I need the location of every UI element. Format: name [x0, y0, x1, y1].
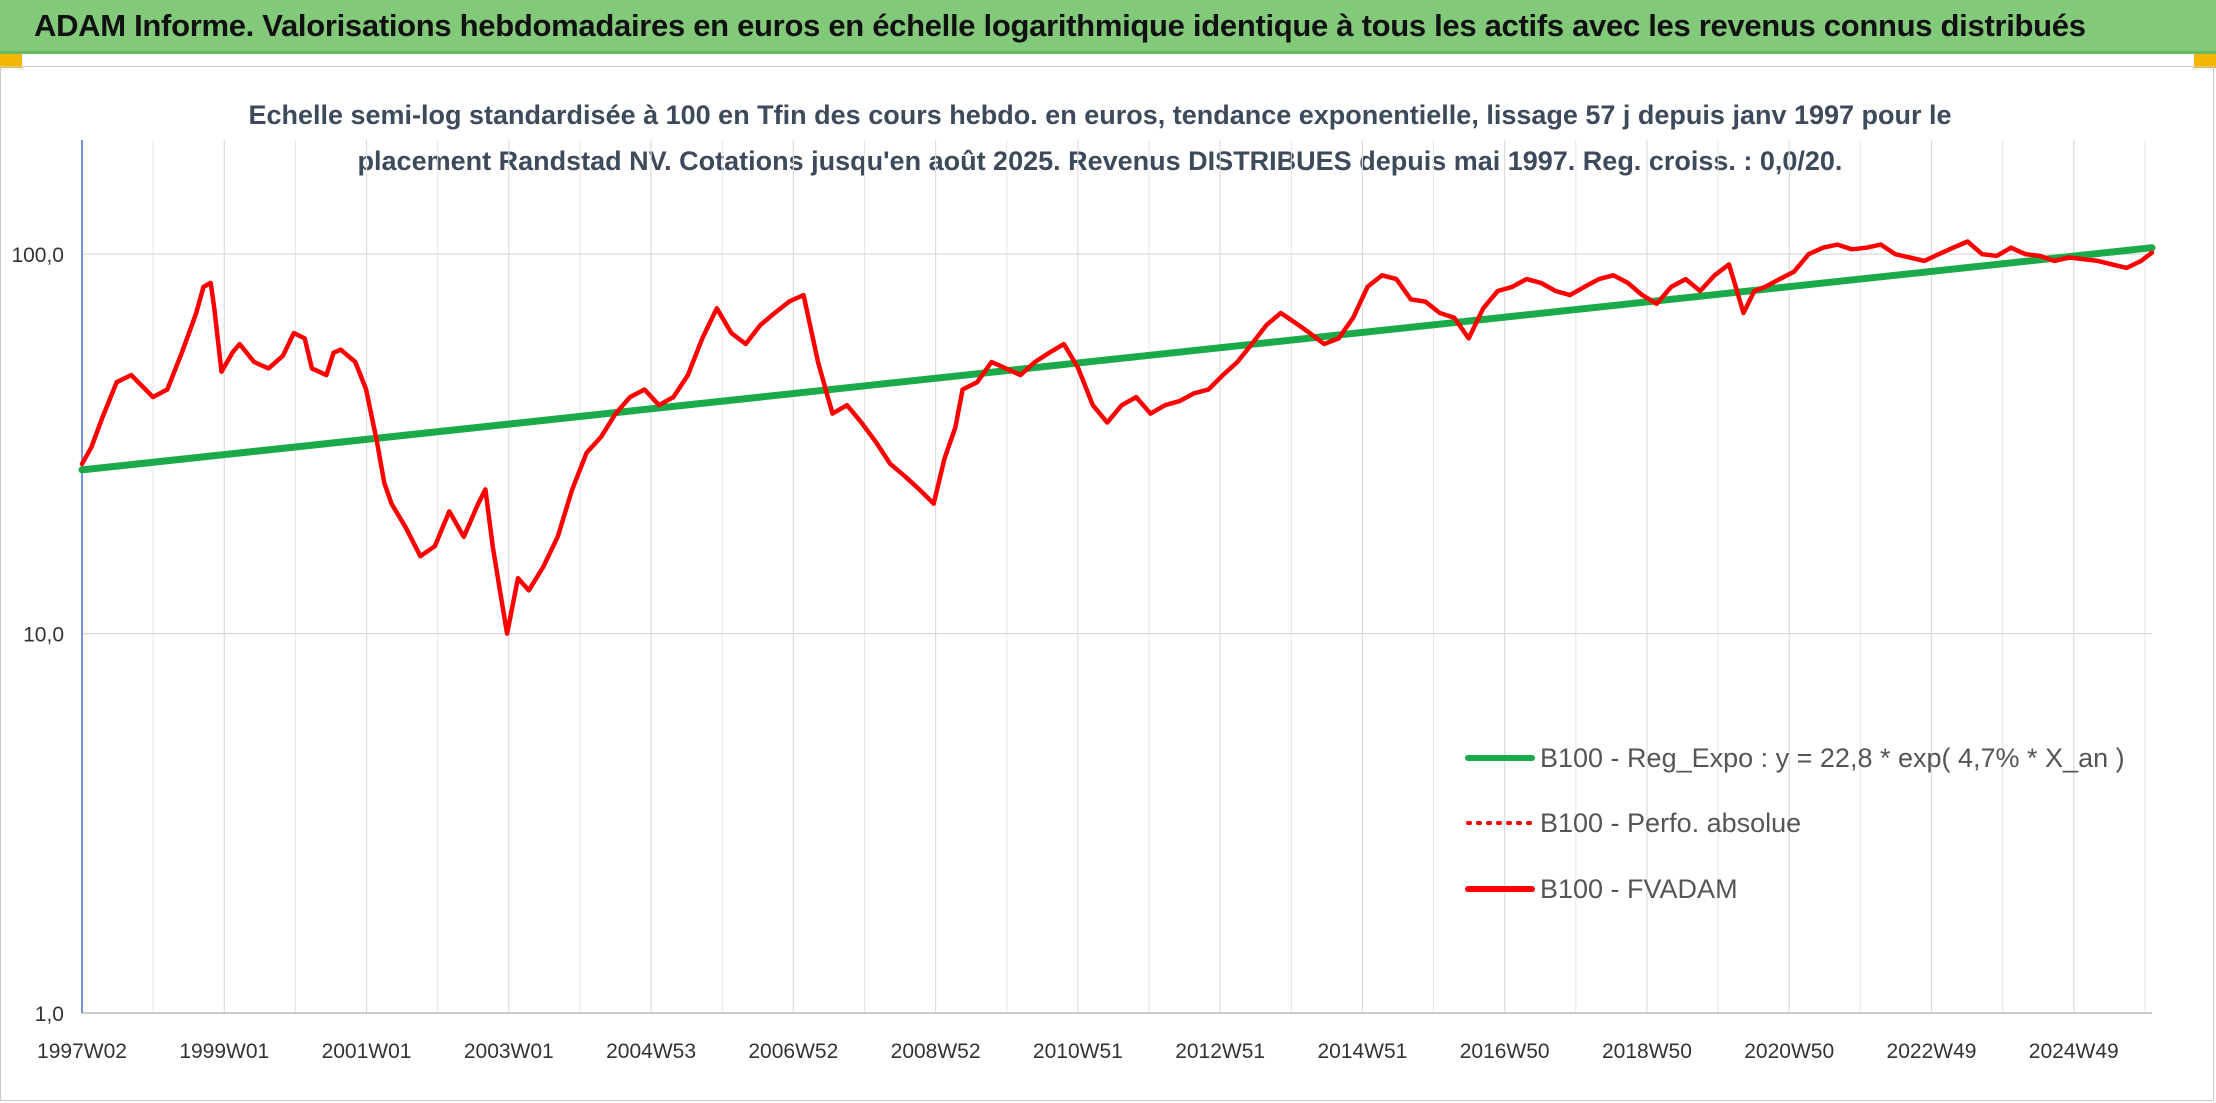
y-tick-label: 100,0 — [11, 244, 64, 267]
chart-frame — [0, 66, 2214, 1101]
x-tick-label: 2018W50 — [1602, 1040, 1692, 1063]
y-tick-label: 1,0 — [35, 1003, 64, 1026]
x-tick-label: 2008W52 — [891, 1040, 981, 1063]
y-tick-label: 10,0 — [23, 624, 64, 647]
corner-marker-left — [0, 54, 22, 68]
report-title: ADAM Informe. Valorisations hebdomadaire… — [34, 8, 2086, 43]
corner-marker-right — [2194, 54, 2216, 68]
x-tick-label: 1997W02 — [37, 1040, 127, 1063]
chart-title: Echelle semi-log standardisée à 100 en T… — [248, 100, 1952, 176]
x-tick-label: 2003W01 — [464, 1040, 554, 1063]
x-tick-label: 2004W53 — [606, 1040, 696, 1063]
legend-entry: B100 - FVADAM — [1540, 874, 1738, 904]
x-tick-label: 2016W50 — [1460, 1040, 1550, 1063]
x-tick-label: 2024W49 — [2029, 1040, 2119, 1063]
legend-entry: B100 - Perfo. absolue — [1540, 808, 1801, 838]
series-line-0 — [78, 244, 2156, 474]
x-tick-label: 2012W51 — [1175, 1040, 1265, 1063]
report-banner: ADAM Informe. Valorisations hebdomadaire… — [0, 0, 2216, 54]
x-tick-label: 2022W49 — [1887, 1040, 1977, 1063]
legend-entry: B100 - Reg_Expo : y = 22,8 * exp( 4,7% *… — [1540, 743, 2125, 773]
series-line-2 — [79, 239, 2155, 636]
x-tick-label: 2001W01 — [322, 1040, 412, 1063]
x-tick-label: 2020W50 — [1744, 1040, 1834, 1063]
x-tick-label: 2010W51 — [1033, 1040, 1123, 1063]
x-tick-label: 2014W51 — [1317, 1040, 1407, 1063]
x-tick-label: 1999W01 — [179, 1040, 269, 1063]
x-tick-label: 2006W52 — [748, 1040, 838, 1063]
